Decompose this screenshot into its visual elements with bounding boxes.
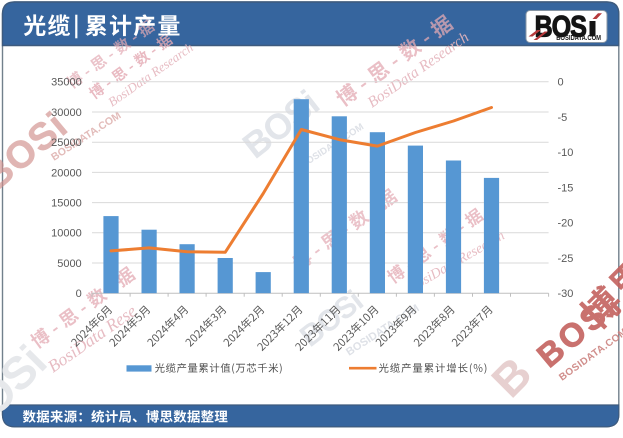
svg-text:-10: -10 [558, 147, 574, 159]
svg-text:-30: -30 [558, 288, 574, 300]
svg-text:15000: 15000 [51, 198, 82, 210]
svg-text:0: 0 [76, 288, 82, 300]
svg-text:-15: -15 [558, 182, 574, 194]
svg-text:-20: -20 [558, 218, 574, 230]
svg-text:-5: -5 [558, 112, 568, 124]
svg-text:5000: 5000 [57, 258, 81, 270]
svg-text:0: 0 [558, 77, 564, 89]
svg-text:10000: 10000 [51, 228, 82, 240]
svg-text:35000: 35000 [51, 77, 82, 89]
svg-text:30000: 30000 [51, 107, 82, 119]
svg-text:25000: 25000 [51, 137, 82, 149]
svg-text:-25: -25 [558, 253, 574, 265]
svg-text:BOS: BOS [535, 9, 587, 43]
svg-text:BOSIDATA.COM: BOSIDATA.COM [556, 34, 601, 42]
svg-text:20000: 20000 [51, 167, 82, 179]
